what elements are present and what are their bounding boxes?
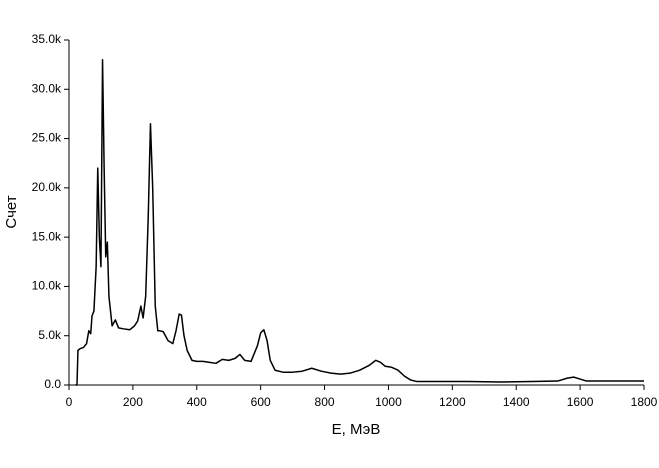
y-axis-label: Счет bbox=[3, 195, 20, 228]
x-tick-label: 1000 bbox=[375, 395, 402, 409]
y-tick-label: 0.0 bbox=[44, 377, 61, 391]
x-tick-label: 400 bbox=[187, 395, 207, 409]
x-tick-label: 200 bbox=[123, 395, 143, 409]
y-tick-label: 35.0k bbox=[32, 32, 62, 46]
y-tick-label: 25.0k bbox=[32, 131, 62, 145]
x-tick-label: 1800 bbox=[631, 395, 658, 409]
x-axis-label: E, МэВ bbox=[332, 421, 381, 438]
y-tick-label: 10.0k bbox=[32, 279, 62, 293]
y-tick-label: 5.0k bbox=[38, 328, 62, 342]
x-tick-label: 0 bbox=[66, 395, 73, 409]
x-tick-label: 1600 bbox=[567, 395, 594, 409]
y-tick-label: 20.0k bbox=[32, 180, 62, 194]
y-tick-label: 15.0k bbox=[32, 229, 62, 243]
x-tick-label: 600 bbox=[251, 395, 271, 409]
x-tick-label: 800 bbox=[315, 395, 335, 409]
x-tick-label: 1200 bbox=[439, 395, 466, 409]
data-line bbox=[75, 58, 644, 386]
x-tick-label: 1400 bbox=[503, 395, 530, 409]
y-tick-label: 30.0k bbox=[32, 81, 62, 95]
